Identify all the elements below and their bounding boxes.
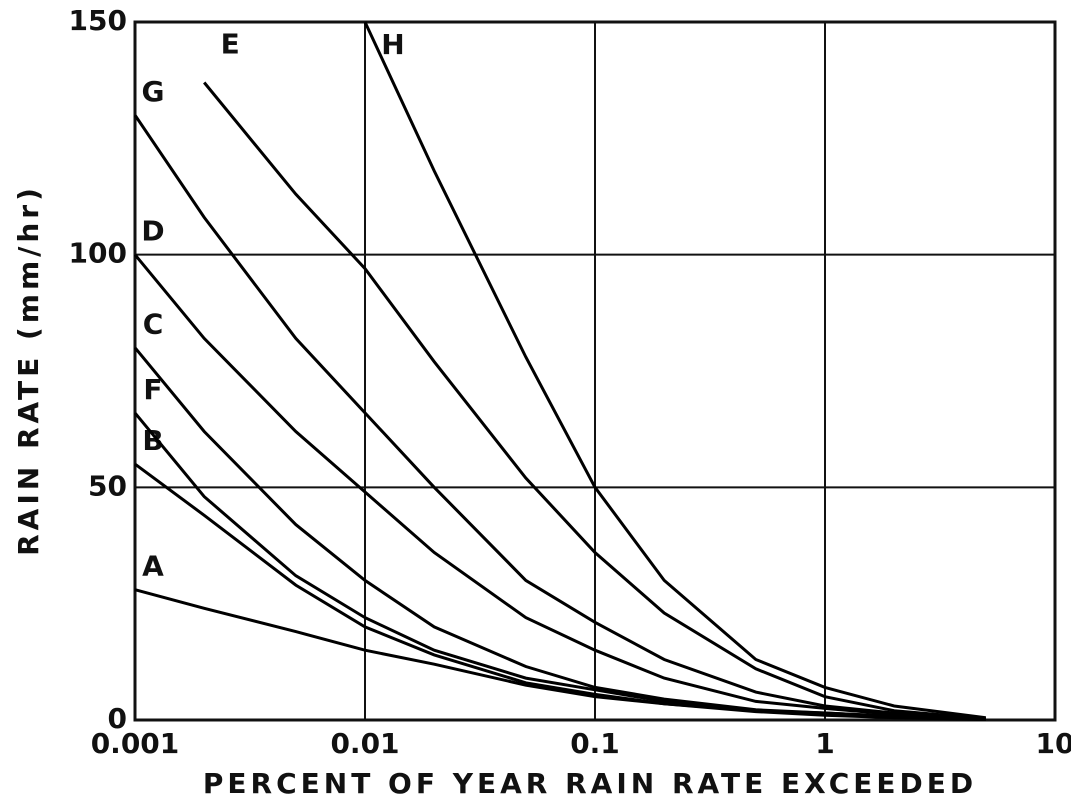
x-axis-label: PERCENT OF YEAR RAIN RATE EXCEEDED bbox=[203, 767, 977, 800]
series-line bbox=[133, 346, 986, 721]
x-tick-label: 1 bbox=[815, 727, 834, 760]
series-label: A bbox=[142, 550, 164, 583]
series-line bbox=[134, 588, 986, 721]
series-line bbox=[133, 253, 986, 721]
x-tick-label: 10 bbox=[1036, 727, 1071, 760]
series-line bbox=[363, 21, 986, 720]
series-label: F bbox=[143, 373, 162, 406]
x-tick-label: 0.001 bbox=[91, 727, 180, 760]
series-label: B bbox=[142, 424, 163, 457]
series-label: H bbox=[381, 28, 404, 61]
series-line bbox=[134, 462, 986, 721]
series-label: G bbox=[142, 75, 165, 108]
series-line bbox=[133, 411, 986, 721]
y-tick-label: 150 bbox=[69, 4, 127, 37]
series-label: C bbox=[143, 308, 164, 341]
y-tick-label: 50 bbox=[88, 469, 127, 502]
y-axis-label: RAIN RATE (mm/hr) bbox=[12, 184, 45, 556]
series-line bbox=[133, 114, 986, 721]
y-tick-label: 0 bbox=[108, 702, 127, 735]
series-line bbox=[203, 81, 986, 721]
x-tick-label: 0.1 bbox=[570, 727, 620, 760]
series-label: D bbox=[141, 215, 164, 248]
y-tick-label: 100 bbox=[69, 237, 127, 270]
series-label: E bbox=[221, 27, 240, 60]
x-tick-label: 0.01 bbox=[330, 727, 399, 760]
